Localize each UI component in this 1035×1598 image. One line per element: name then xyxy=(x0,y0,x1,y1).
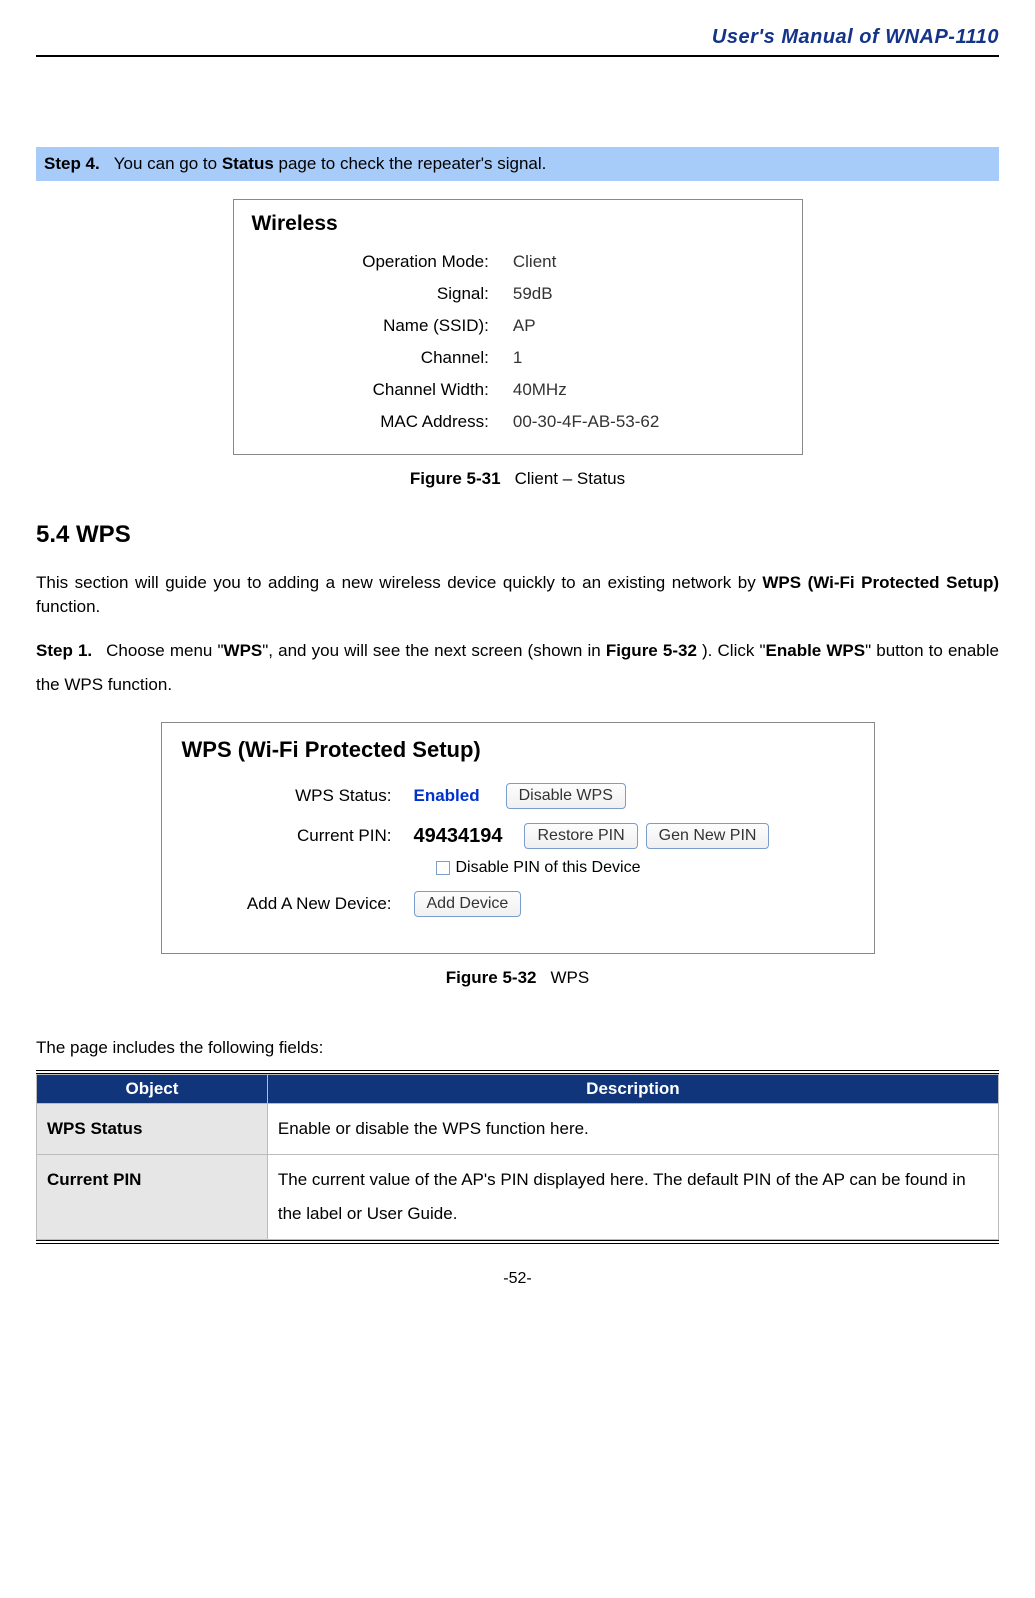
figure-31-caption-bold: Figure 5-31 xyxy=(410,469,501,488)
gen-new-pin-button[interactable]: Gen New PIN xyxy=(646,823,770,849)
step1-label: Step 1. xyxy=(36,641,92,660)
status-label: Name (SSID): xyxy=(252,310,507,342)
wps-status-label: WPS Status: xyxy=(182,786,414,806)
status-value: 1 xyxy=(507,342,784,374)
fields-table: Object Description WPS Status Enable or … xyxy=(36,1074,999,1240)
field-object: Current PIN xyxy=(37,1155,268,1240)
status-label: Operation Mode: xyxy=(252,246,507,278)
table-header-row: Object Description xyxy=(37,1075,999,1104)
wps-status-row: WPS Status: Enabled Disable WPS xyxy=(182,783,854,809)
disable-pin-text: Disable PIN of this Device xyxy=(456,859,641,877)
figure-31-caption: Figure 5-31 Client – Status xyxy=(36,469,999,489)
disable-pin-checkbox[interactable] xyxy=(436,861,450,875)
step1-text: Step 1. Choose menu "WPS", and you will s… xyxy=(36,634,999,702)
wps-pin-value: 49434194 xyxy=(414,825,503,848)
wps-box: WPS (Wi-Fi Protected Setup) WPS Status: … xyxy=(161,722,875,954)
step1-b1: WPS xyxy=(224,641,263,660)
figure-32-caption: Figure 5-32 WPS xyxy=(36,968,999,988)
table-row: Operation Mode:Client xyxy=(252,246,784,278)
status-label: Channel: xyxy=(252,342,507,374)
status-value: 00-30-4F-AB-53-62 xyxy=(507,406,784,438)
wps-intro-post: function. xyxy=(36,597,100,616)
restore-pin-button[interactable]: Restore PIN xyxy=(524,823,637,849)
step4-label: Step 4. xyxy=(44,154,100,173)
status-value: 40MHz xyxy=(507,374,784,406)
step1-b2: Figure 5-32 xyxy=(606,641,697,660)
page-number: -52- xyxy=(36,1270,999,1288)
fields-table-wrap: Object Description WPS Status Enable or … xyxy=(36,1070,999,1244)
step1-p3: ). Click " xyxy=(697,641,766,660)
table-row: MAC Address:00-30-4F-AB-53-62 xyxy=(252,406,784,438)
field-object: WPS Status xyxy=(37,1104,268,1155)
status-value: AP xyxy=(507,310,784,342)
wireless-status-title: Wireless xyxy=(252,212,784,236)
fields-intro: The page includes the following fields: xyxy=(36,1038,999,1058)
step4-bar: Step 4. You can go to Status page to chec… xyxy=(36,147,999,181)
add-device-button[interactable]: Add Device xyxy=(414,891,522,917)
step4-text-post: page to check the repeater's signal. xyxy=(274,154,547,173)
wps-pin-label: Current PIN: xyxy=(182,826,414,846)
table-row: Current PIN The current value of the AP'… xyxy=(37,1155,999,1240)
disable-wps-button[interactable]: Disable WPS xyxy=(506,783,626,809)
wps-status-value: Enabled xyxy=(414,786,480,806)
section-heading-wps: 5.4 WPS xyxy=(36,521,999,549)
figure-32-caption-rest: WPS xyxy=(550,968,589,987)
col-description-header: Description xyxy=(267,1075,998,1104)
wireless-status-table: Operation Mode:Client Signal:59dB Name (… xyxy=(252,246,784,438)
field-description: The current value of the AP's PIN displa… xyxy=(267,1155,998,1240)
table-row: WPS Status Enable or disable the WPS fun… xyxy=(37,1104,999,1155)
field-description: Enable or disable the WPS function here. xyxy=(267,1104,998,1155)
figure-31-caption-rest: Client – Status xyxy=(515,469,626,488)
figure-32-caption-bold: Figure 5-32 xyxy=(446,968,537,987)
step1-p1: Choose menu " xyxy=(106,641,223,660)
disable-pin-row: Disable PIN of this Device xyxy=(436,859,854,877)
status-label: MAC Address: xyxy=(252,406,507,438)
wps-pin-row: Current PIN: 49434194 Restore PIN Gen Ne… xyxy=(182,823,854,849)
table-row: Channel:1 xyxy=(252,342,784,374)
wps-box-title: WPS (Wi-Fi Protected Setup) xyxy=(182,737,854,763)
status-value: Client xyxy=(507,246,784,278)
header-title: User's Manual of WNAP-1110 xyxy=(36,26,999,49)
status-label: Signal: xyxy=(252,278,507,310)
col-object-header: Object xyxy=(37,1075,268,1104)
step4-text-pre: You can go to xyxy=(114,154,222,173)
wps-add-row: Add A New Device: Add Device xyxy=(182,891,854,917)
step1-p2: ", and you will see the next screen (sho… xyxy=(262,641,606,660)
status-label: Channel Width: xyxy=(252,374,507,406)
wps-intro-pre: This section will guide you to adding a … xyxy=(36,573,762,592)
step1-b3: Enable WPS xyxy=(766,641,866,660)
step4-text-bold: Status xyxy=(222,154,274,173)
wps-intro: This section will guide you to adding a … xyxy=(36,571,999,620)
table-row: Signal:59dB xyxy=(252,278,784,310)
wps-intro-bold: WPS (Wi-Fi Protected Setup) xyxy=(762,573,999,592)
wireless-status-box: Wireless Operation Mode:Client Signal:59… xyxy=(233,199,803,455)
wps-add-label: Add A New Device: xyxy=(182,894,414,914)
table-row: Name (SSID):AP xyxy=(252,310,784,342)
table-row: Channel Width:40MHz xyxy=(252,374,784,406)
status-value: 59dB xyxy=(507,278,784,310)
